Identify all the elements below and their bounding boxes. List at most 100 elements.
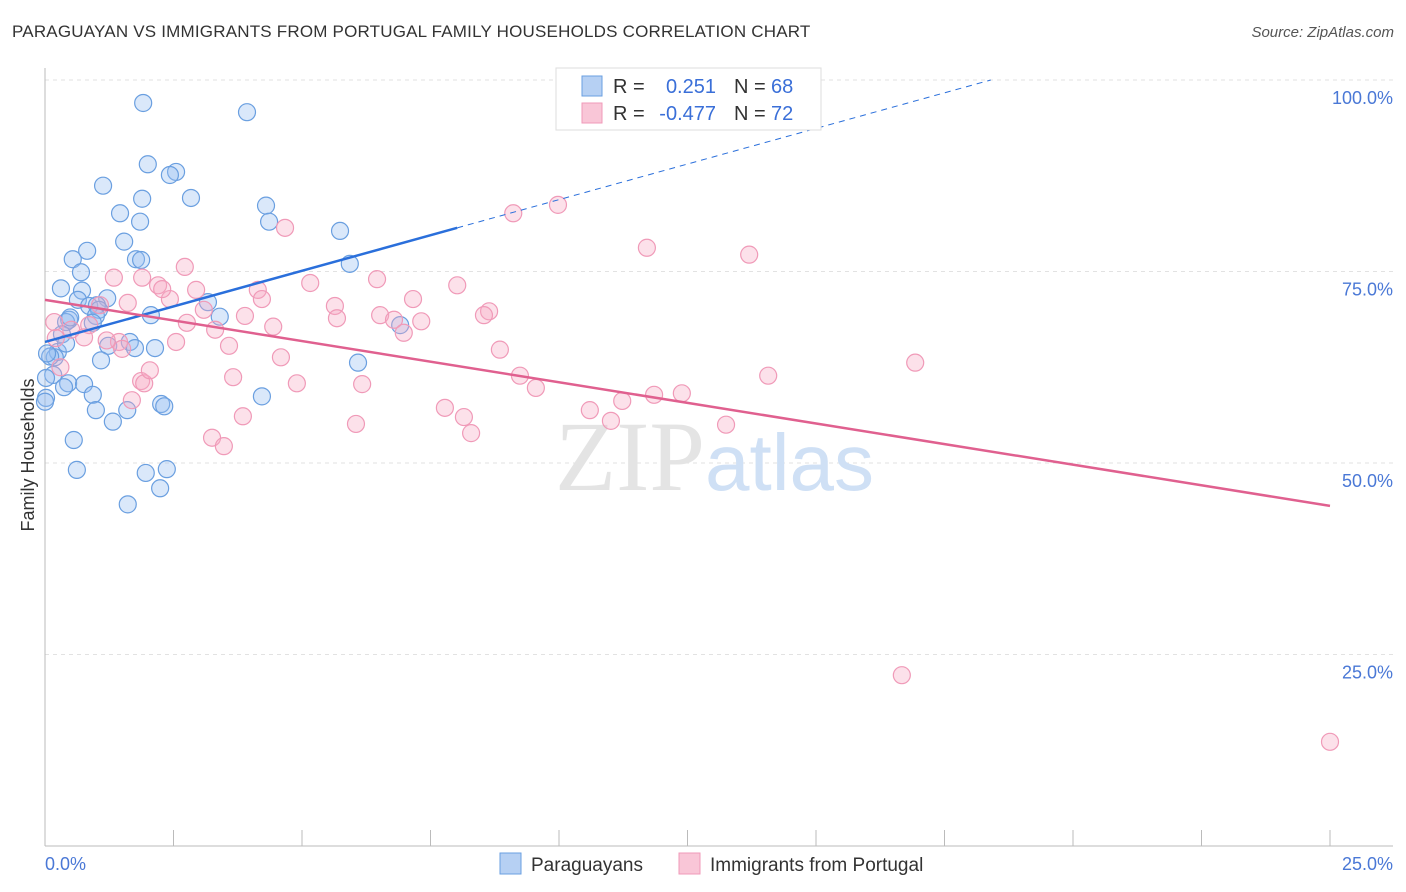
point-portugal: [301, 273, 320, 293]
point-portugal: [644, 385, 664, 404]
chart-title: PARAGUAYAN VS IMMIGRANTS FROM PORTUGAL F…: [12, 22, 811, 41]
point-portugal: [327, 309, 347, 328]
point-portugal: [90, 296, 110, 315]
point-portugal: [474, 306, 494, 325]
point-paraguayan: [151, 479, 170, 498]
point-paraguayan: [54, 378, 74, 397]
point-paraguayan: [91, 351, 111, 370]
point-paraguayan: [103, 412, 122, 431]
point-portugal: [672, 384, 691, 403]
point-paraguayan: [134, 93, 153, 113]
point-portugal: [548, 195, 568, 214]
point-paraguayan: [260, 212, 279, 231]
point-portugal: [716, 415, 736, 434]
point-portugal: [353, 375, 372, 394]
point-paraguayan: [126, 250, 146, 269]
axes: [44, 68, 1393, 847]
bottom-legend-swatch-blue: [499, 852, 522, 875]
point-portugal: [580, 401, 599, 420]
point-portugal: [740, 245, 759, 264]
point-portugal: [275, 218, 295, 237]
point-portugal: [97, 331, 116, 350]
point-portugal: [454, 407, 474, 427]
trend-line-portugal: [44, 298, 1331, 508]
y-axis-label: Family Households: [18, 378, 38, 531]
bottom-legend-label-portugal: Immigrants from Portugal: [710, 855, 923, 876]
point-paraguayan: [136, 463, 155, 483]
watermark: ZIPatlas: [555, 401, 874, 512]
point-portugal: [526, 378, 545, 398]
point-paraguayan: [36, 368, 56, 388]
point-portugal: [412, 312, 431, 331]
point-portugal: [759, 366, 778, 385]
point-portugal: [252, 289, 272, 309]
point-portugal: [153, 280, 172, 299]
point-paraguayan: [157, 460, 176, 479]
point-portugal: [264, 317, 283, 336]
legend: R = 0.251 N = 68 R = -0.477 N = 72: [555, 67, 822, 131]
point-paraguayan: [237, 103, 257, 122]
point-portugal: [892, 666, 911, 685]
point-paraguayan: [78, 241, 97, 260]
legend-r-value-blue: 0.251: [666, 76, 716, 98]
point-portugal: [194, 300, 213, 319]
legend-n-value-pink: 72: [771, 103, 793, 125]
point-paraguayan: [37, 344, 57, 363]
source-label: Source: ZipAtlas.com: [1251, 24, 1394, 41]
point-portugal: [133, 268, 152, 287]
point-portugal: [118, 293, 137, 313]
point-paraguayan: [348, 353, 368, 372]
point-paraguayan: [115, 232, 134, 251]
point-paraguayan: [256, 196, 276, 215]
legend-n-value-blue: 68: [771, 76, 793, 98]
point-portugal: [175, 257, 194, 277]
point-paraguayan: [152, 394, 171, 414]
point-portugal: [51, 358, 70, 377]
x-tick-label-25: 25.0%: [1342, 854, 1393, 874]
point-portugal: [248, 280, 267, 299]
legend-r-label: R =: [613, 76, 645, 98]
legend-r-value-pink: -0.477: [659, 103, 716, 125]
point-portugal: [462, 424, 481, 443]
bottom-legend-swatch-pink: [678, 852, 701, 875]
trend-line-extension: [457, 79, 991, 229]
point-portugal: [448, 276, 467, 295]
point-paraguayan: [130, 212, 150, 231]
point-paraguayan: [155, 397, 174, 416]
gridlines: [45, 79, 1393, 655]
point-portugal: [504, 204, 523, 223]
point-paraguayan: [86, 401, 105, 420]
point-portugal: [224, 368, 243, 387]
y-tick-label: 25.0%: [1342, 663, 1393, 683]
point-paraguayan: [125, 339, 145, 358]
point-portugal: [140, 361, 159, 380]
point-portugal: [233, 407, 252, 426]
point-paraguayan: [110, 204, 130, 223]
point-paraguayan: [64, 430, 83, 450]
point-portugal: [104, 268, 123, 287]
trend-line-paraguayans: [44, 226, 458, 344]
point-paraguayan: [330, 221, 350, 241]
point-paraguayan: [67, 460, 86, 479]
point-portugal: [371, 306, 390, 325]
point-portugal: [287, 374, 306, 393]
y-tick-label: 75.0%: [1342, 280, 1393, 300]
y-tick-label: 100.0%: [1332, 88, 1393, 108]
legend-swatch-pink: [581, 102, 603, 124]
point-portugal: [490, 340, 509, 359]
point-portugal: [637, 238, 656, 257]
point-paraguayan: [93, 176, 113, 195]
point-portugal: [271, 348, 291, 367]
point-paraguayan: [118, 401, 137, 420]
point-portugal: [906, 353, 925, 372]
point-portugal: [187, 280, 206, 299]
point-paraguayan: [63, 250, 82, 269]
legend-n-label: N =: [734, 103, 766, 125]
point-paraguayan: [83, 385, 102, 404]
point-paraguayan: [72, 281, 92, 300]
point-portugal: [166, 332, 186, 352]
point-portugal: [384, 310, 404, 329]
point-portugal: [613, 391, 632, 411]
